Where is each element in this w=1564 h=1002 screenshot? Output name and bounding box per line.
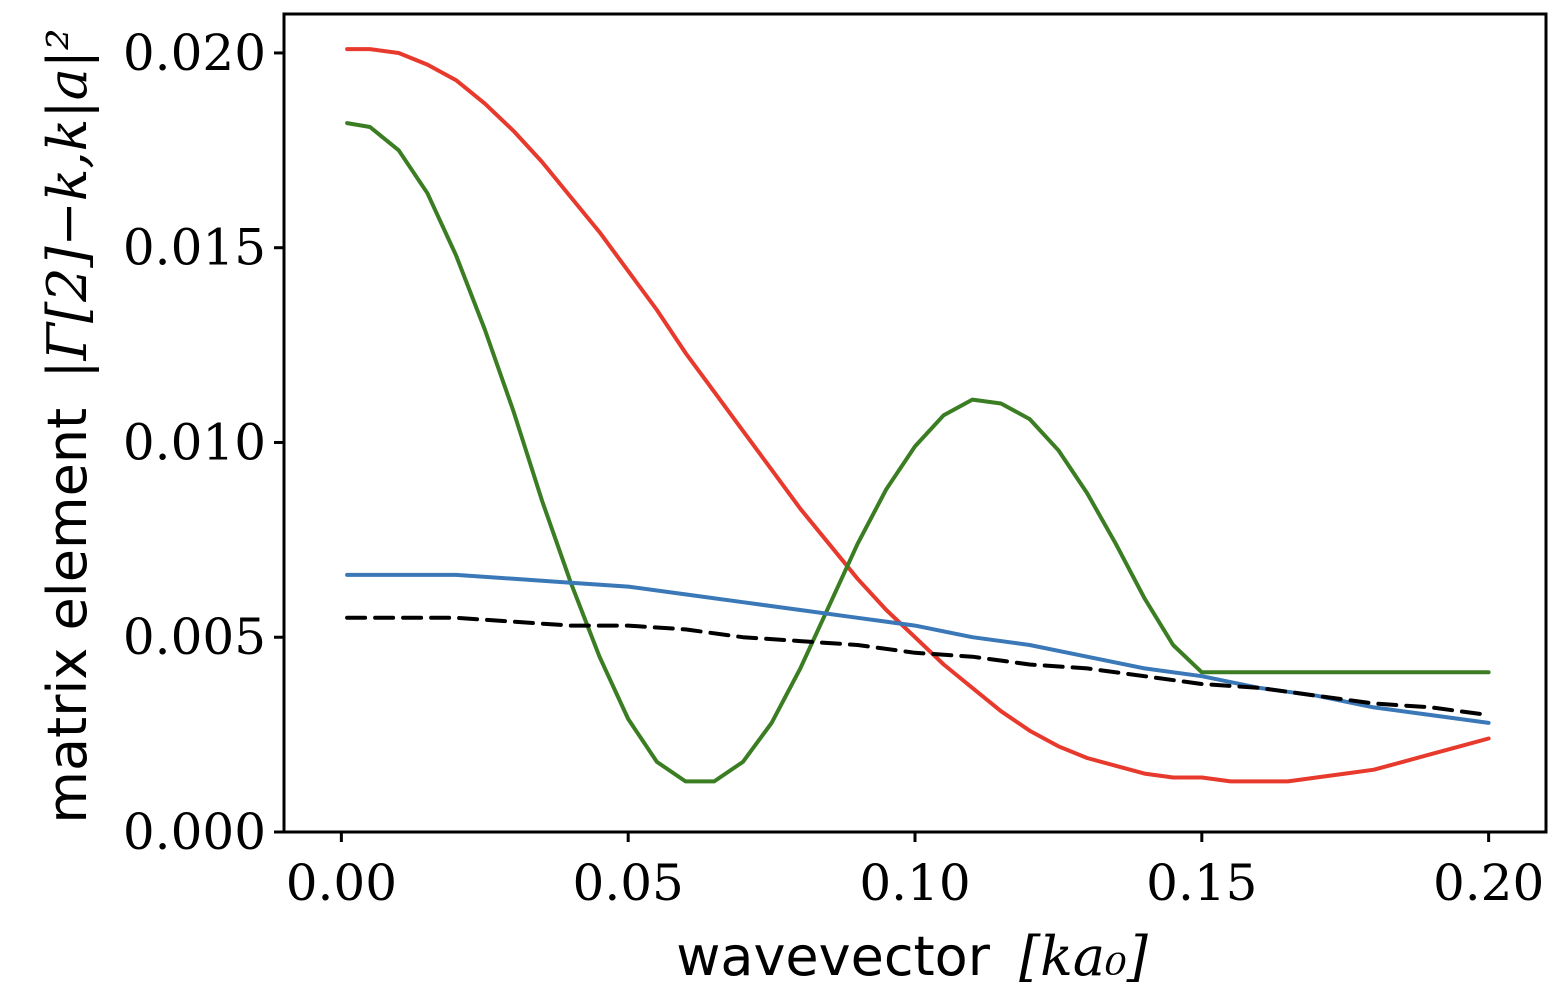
x-axis-ticks: 0.00 0.05 0.10 0.15 0.20	[286, 832, 1544, 912]
x-axis-label: wavevector [ka₀]	[676, 925, 1149, 988]
y-axis-label-math: |Γ[2]−k,k|a|²	[36, 28, 99, 378]
series-line-black-dashed	[345, 615, 1491, 718]
y-tick-label: 0.000	[123, 803, 266, 861]
series-line-blue	[345, 572, 1491, 725]
y-tick-label: 0.010	[123, 413, 266, 471]
series-line-green	[345, 121, 1491, 784]
x-tick-label: 0.00	[286, 854, 397, 912]
y-tick-label: 0.020	[123, 24, 266, 82]
y-axis-label-text: matrix element	[36, 408, 99, 824]
y-tick-label: 0.015	[123, 219, 266, 277]
x-tick-label: 0.20	[1433, 854, 1544, 912]
plot-frame	[282, 12, 1548, 834]
y-tick-label: 0.005	[123, 608, 266, 666]
series-line-red	[345, 47, 1491, 784]
x-tick-label: 0.15	[1146, 854, 1257, 912]
x-axis-label-text: wavevector	[676, 925, 991, 988]
series-layer	[345, 47, 1491, 784]
y-axis-ticks: 0.000 0.005 0.010 0.015 0.020	[123, 24, 284, 861]
x-axis-label-math: [ka₀]	[1019, 925, 1149, 988]
x-tick-label: 0.05	[573, 854, 684, 912]
x-tick-label: 0.10	[859, 854, 970, 912]
y-axis-label: matrix element |Γ[2]−k,k|a|²	[36, 28, 99, 823]
